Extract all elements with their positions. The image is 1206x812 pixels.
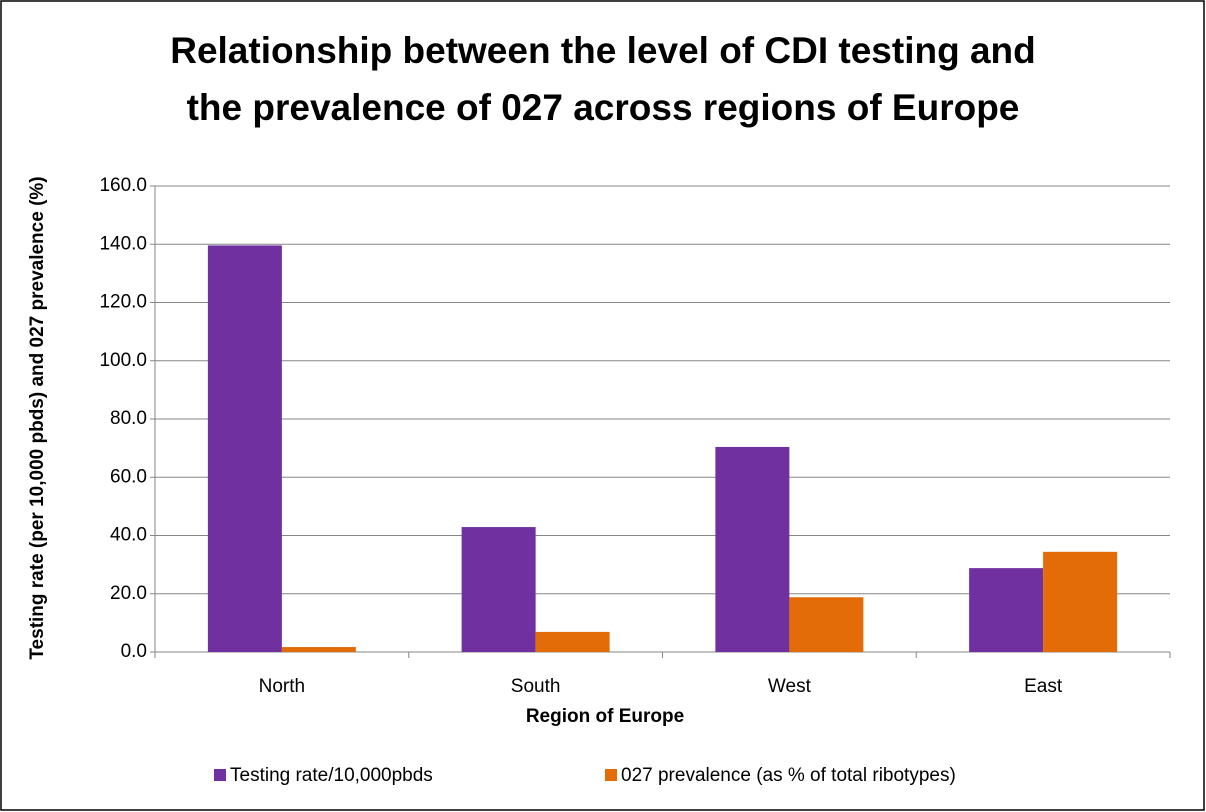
- bar: [461, 527, 536, 652]
- y-tick-label: 20.0: [110, 583, 147, 604]
- legend-swatch: [214, 769, 226, 781]
- x-axis-title: Region of Europe: [526, 706, 684, 727]
- x-tick-label: North: [259, 676, 305, 697]
- y-tick-label: 140.0: [99, 233, 147, 254]
- x-tick-label: West: [768, 676, 812, 697]
- chart-title: Relationship between the level of CDI te…: [170, 30, 1036, 128]
- bar: [789, 597, 864, 652]
- y-axis-title: Testing rate (per 10,000 pbds) and 027 p…: [27, 176, 48, 659]
- legend-label: Testing rate/10,000pbds: [230, 765, 433, 786]
- legend-swatch: [605, 769, 617, 781]
- y-tick-label: 120.0: [99, 292, 147, 313]
- bar: [1043, 551, 1118, 652]
- y-tick-label: 0.0: [121, 641, 147, 662]
- y-tick-label: 40.0: [110, 525, 147, 546]
- bar: [281, 647, 356, 652]
- bar: [969, 568, 1044, 652]
- x-tick-label: South: [511, 676, 561, 697]
- bar: [535, 631, 610, 652]
- bar: [207, 245, 282, 653]
- y-tick-label: 100.0: [99, 350, 147, 371]
- y-tick-label: 80.0: [110, 408, 147, 429]
- bar: [715, 446, 790, 652]
- y-tick-label: 160.0: [99, 175, 147, 196]
- y-tick-label: 60.0: [110, 466, 147, 487]
- legend-label: 027 prevalence (as % of total ribotypes): [621, 765, 956, 786]
- x-tick-label: East: [1024, 676, 1063, 697]
